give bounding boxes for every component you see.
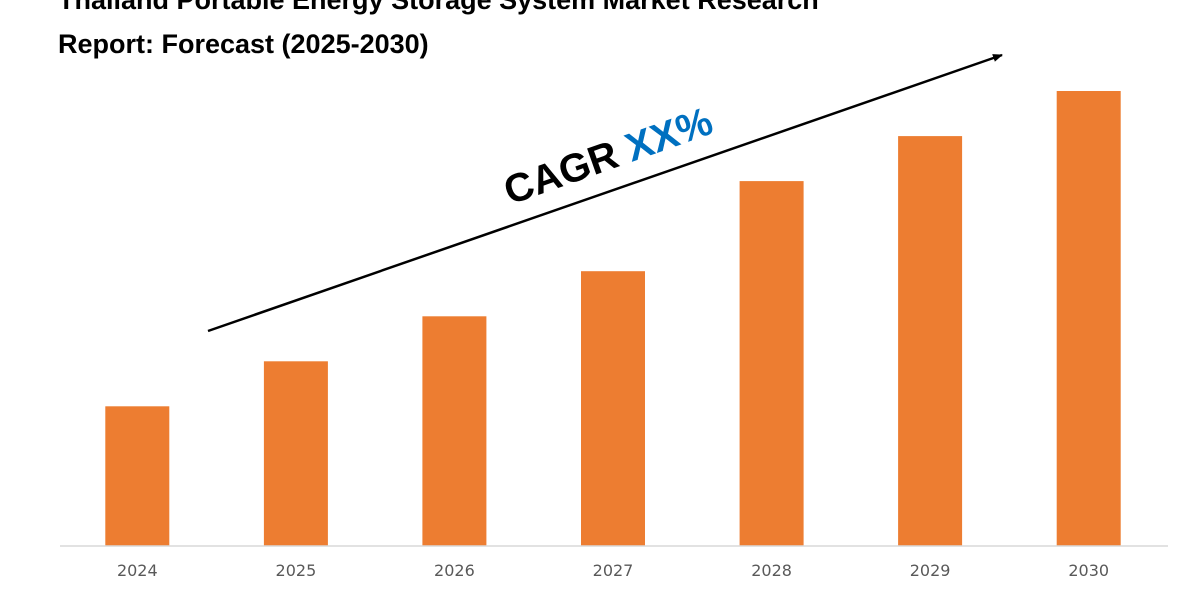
chart-title: Thailand Portable Energy Storage System … xyxy=(58,0,918,66)
bar-2029 xyxy=(898,136,963,546)
bar-2027 xyxy=(581,271,645,546)
x-tick-label-2029: 2029 xyxy=(910,561,951,580)
x-tick-label-2030: 2030 xyxy=(1068,561,1109,580)
x-tick-label-2025: 2025 xyxy=(276,561,317,580)
x-tick-label-2028: 2028 xyxy=(751,561,792,580)
x-tick-label-2027: 2027 xyxy=(593,561,634,580)
cagr-prefix: CAGR xyxy=(498,129,634,214)
bars-layer xyxy=(105,91,1121,546)
chart-title-line-1: Thailand Portable Energy Storage System … xyxy=(58,0,819,15)
x-tick-label-2024: 2024 xyxy=(117,561,158,580)
cagr-annotation: CAGR XX% xyxy=(498,99,718,213)
bar-2028 xyxy=(739,181,804,546)
chart-title-line-2: Report: Forecast (2025-2030) xyxy=(58,29,429,59)
x-tick-label-2026: 2026 xyxy=(434,561,475,580)
bar-2030 xyxy=(1056,91,1121,546)
bar-2026 xyxy=(422,316,487,546)
x-tick-labels: 2024 2025 2026 2027 2028 2029 2030 xyxy=(117,561,1109,580)
trend-arrow xyxy=(207,53,1003,333)
bar-2025 xyxy=(263,361,328,546)
bar-2024 xyxy=(105,406,170,546)
